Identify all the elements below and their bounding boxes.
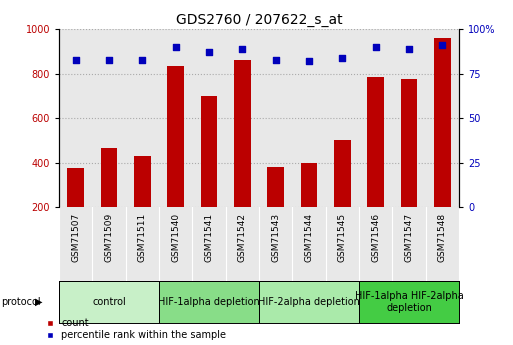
Point [171,44,180,50]
Point [238,46,246,52]
Bar [301,162,318,252]
Point [338,55,346,60]
Text: GSM71548: GSM71548 [438,213,447,262]
Bar [201,96,218,252]
Point [371,44,380,50]
Text: GSM71507: GSM71507 [71,213,80,262]
Text: GSM71546: GSM71546 [371,213,380,262]
Text: GSM71511: GSM71511 [138,213,147,262]
Bar [167,66,184,252]
Title: GDS2760 / 207622_s_at: GDS2760 / 207622_s_at [176,13,342,27]
Bar [67,168,84,252]
Point [271,57,280,62]
Legend: count, percentile rank within the sample: count, percentile rank within the sample [46,318,226,340]
Text: GSM71545: GSM71545 [338,213,347,262]
Bar [334,140,351,252]
Bar [59,281,159,323]
Text: GSM71547: GSM71547 [405,213,413,262]
Text: GSM71509: GSM71509 [105,213,113,262]
Point [305,59,313,64]
Text: ▶: ▶ [35,297,43,307]
Bar [259,281,359,323]
Text: protocol: protocol [2,297,41,307]
Bar [134,156,151,252]
Bar [159,281,259,323]
Point [105,57,113,62]
Point [71,57,80,62]
Bar [367,77,384,252]
Text: GSM71541: GSM71541 [205,213,213,262]
Bar [359,281,459,323]
Text: GSM71542: GSM71542 [238,213,247,262]
Bar [267,167,284,252]
Bar [101,148,117,252]
Text: control: control [92,297,126,307]
Point [438,42,446,48]
Bar [401,79,418,252]
Text: GSM71540: GSM71540 [171,213,180,262]
Text: HIF-1alpha HIF-2alpha
depletion: HIF-1alpha HIF-2alpha depletion [355,291,463,313]
Point [405,46,413,52]
Text: GSM71544: GSM71544 [305,213,313,262]
Text: HIF-1alpha depletion: HIF-1alpha depletion [158,297,260,307]
Bar [434,38,451,252]
Bar [234,60,251,252]
Point [138,57,146,62]
Text: HIF-2alpha depletion: HIF-2alpha depletion [258,297,360,307]
Text: GSM71543: GSM71543 [271,213,280,262]
Point [205,50,213,55]
